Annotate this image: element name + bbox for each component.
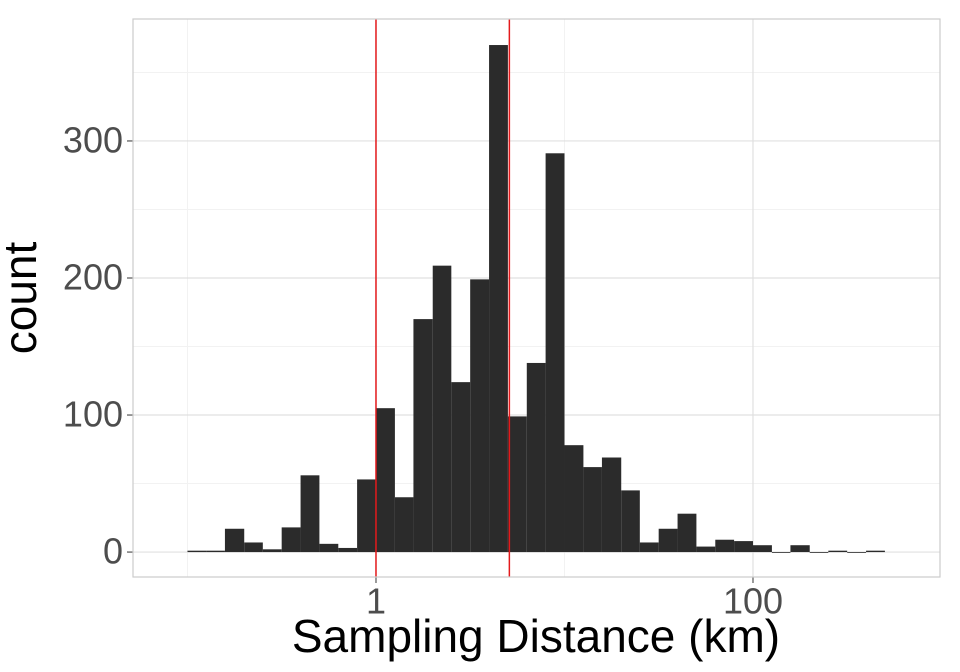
bar	[564, 445, 584, 553]
bar	[601, 457, 622, 553]
y-tick-label: 300	[63, 119, 123, 160]
bar	[338, 547, 358, 553]
bar	[224, 528, 245, 553]
bar	[375, 408, 395, 553]
bar	[470, 279, 490, 553]
bar	[206, 550, 225, 553]
bar	[639, 542, 659, 553]
bar	[658, 528, 678, 553]
bar	[413, 319, 433, 553]
bar	[715, 539, 735, 553]
bar	[187, 550, 207, 553]
bar	[696, 546, 716, 553]
y-tick-label: 200	[63, 257, 123, 298]
bar	[432, 265, 452, 553]
x-axis-title: Sampling Distance (km)	[292, 610, 780, 662]
bar	[847, 552, 867, 553]
bar	[451, 382, 471, 553]
bar	[790, 545, 810, 553]
bar	[394, 497, 414, 553]
bar	[734, 541, 753, 553]
bar	[771, 552, 791, 553]
bar	[300, 475, 320, 553]
bar	[828, 550, 848, 553]
y-tick-label: 100	[63, 394, 123, 435]
x-tick-label: 100	[723, 581, 783, 622]
bar	[319, 543, 339, 553]
y-tick-label: 0	[103, 531, 123, 572]
bar	[677, 513, 697, 553]
bar	[489, 45, 508, 553]
bar	[244, 542, 263, 553]
bar	[752, 545, 772, 553]
bar	[583, 467, 602, 553]
panel-border	[132, 18, 941, 578]
bar	[526, 362, 546, 553]
bar	[809, 552, 829, 553]
x-tick-label: 1	[366, 581, 386, 622]
bar	[357, 479, 376, 553]
bar	[262, 549, 282, 553]
y-axis-title: count	[0, 242, 46, 355]
bar	[866, 550, 885, 553]
bar	[621, 490, 640, 553]
bar	[545, 153, 565, 553]
bar	[281, 527, 301, 553]
bar	[507, 416, 527, 553]
